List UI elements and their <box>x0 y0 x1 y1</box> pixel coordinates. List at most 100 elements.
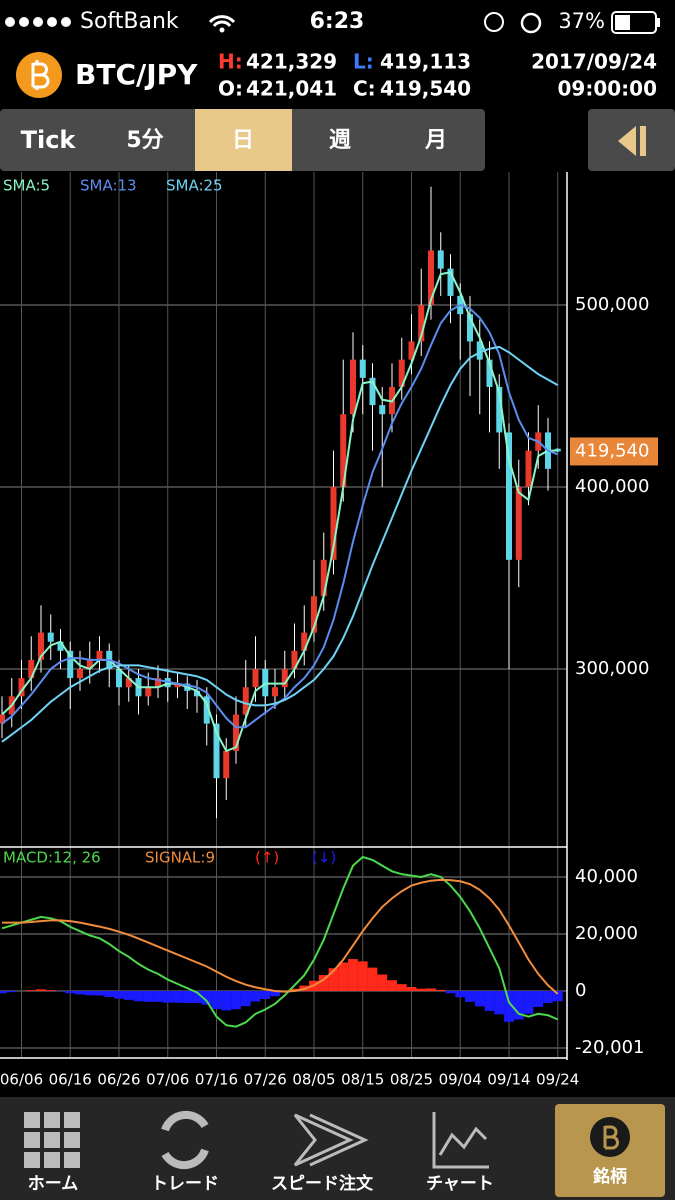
histogram-bar <box>357 961 368 991</box>
indicator-line <box>1 271 558 753</box>
signal-dot <box>33 17 43 27</box>
candle-body <box>486 359 493 387</box>
y-tick-label: -20,001 <box>575 1037 644 1058</box>
histogram-bar <box>172 990 183 1003</box>
candle-body <box>408 341 415 360</box>
histogram-bar <box>75 990 85 995</box>
high-label: H: <box>218 50 243 74</box>
home-icon-cell <box>44 1132 60 1148</box>
candle-body <box>86 659 93 670</box>
histogram-bar <box>65 990 76 994</box>
legend-entry: (↑) <box>255 849 279 867</box>
histogram-bar <box>474 990 485 1007</box>
close-value: 419,540 <box>380 77 471 101</box>
legend-entry: MACD:12, 26 <box>3 849 101 867</box>
candle-body <box>242 687 249 715</box>
tab[interactable]: 週 <box>329 128 351 153</box>
candle-body <box>320 559 327 597</box>
candle-body <box>330 487 337 560</box>
y-tick-label: 0 <box>575 980 586 1001</box>
coin-nav-symbol <box>603 1125 619 1150</box>
candle-body <box>369 377 376 406</box>
candle-body <box>350 359 356 415</box>
candle-body <box>174 683 181 688</box>
nav-item[interactable]: ホーム <box>28 1174 79 1194</box>
candle-body <box>96 650 103 660</box>
battery-icon <box>611 11 657 34</box>
histogram-bar <box>367 967 378 991</box>
wifi-icon <box>219 27 225 33</box>
candle-body <box>340 414 347 488</box>
candle-body <box>515 487 522 560</box>
legend-entry: SIGNAL:9 <box>145 849 215 867</box>
legend-entry: (↓) <box>312 849 336 867</box>
home-icon-cell <box>24 1132 40 1148</box>
candle-body <box>301 632 308 651</box>
candle-body <box>359 359 366 378</box>
histogram-bar <box>494 990 505 1015</box>
candle-body <box>223 750 230 779</box>
x-tick-label: 08/05 <box>292 1071 335 1089</box>
candle-body <box>38 632 44 660</box>
time: 09:00:00 <box>558 77 658 101</box>
home-icon-cell <box>44 1152 60 1168</box>
candle-body <box>311 596 317 633</box>
histogram-bar <box>123 990 134 1000</box>
nav-item[interactable]: チャート <box>426 1174 494 1194</box>
histogram-bar <box>523 990 534 1014</box>
nav-item[interactable]: トレード <box>151 1174 219 1194</box>
carrier: SoftBank <box>80 9 179 34</box>
candle-body <box>272 687 278 697</box>
close-label: C: <box>353 77 376 101</box>
tab[interactable]: 5分 <box>126 128 163 153</box>
active-tab-bg <box>195 109 292 171</box>
y-tick-label: 40,000 <box>575 866 638 887</box>
histogram-bar <box>270 990 280 997</box>
x-tick-label: 06/16 <box>49 1071 92 1089</box>
tab[interactable]: Tick <box>21 126 77 154</box>
candle-body <box>155 678 161 688</box>
candle-body <box>525 450 532 488</box>
histogram-bar <box>231 990 241 1010</box>
x-tick-label: 09/14 <box>487 1071 530 1089</box>
nav-item[interactable]: 銘柄 <box>593 1166 627 1187</box>
histogram-bar <box>455 990 466 998</box>
candle-body <box>437 250 444 269</box>
candle-body <box>476 341 483 360</box>
bottom-nav: ホーム トレード スピード注文 チャート 銘柄 <box>0 1097 675 1200</box>
x-tick-label: 09/04 <box>439 1071 482 1089</box>
x-tick-label: 06/06 <box>0 1071 43 1089</box>
last-price-tag <box>570 437 658 466</box>
tab[interactable]: 月 <box>424 128 447 153</box>
candle-body <box>213 723 220 779</box>
battery-tip <box>657 18 660 27</box>
nav-item[interactable]: スピード注文 <box>271 1173 374 1194</box>
histogram-bar <box>94 990 105 996</box>
candle-body <box>28 659 35 679</box>
home-icon-cell <box>24 1152 40 1168</box>
histogram-bar <box>240 990 251 1007</box>
candle-body <box>57 641 64 651</box>
battery-level <box>615 15 630 30</box>
histogram-bar <box>552 990 563 1002</box>
symbol: BTC/JPY <box>75 58 198 91</box>
histogram-bar <box>445 990 456 994</box>
signal-dot <box>61 17 71 27</box>
candle-body <box>291 650 298 670</box>
signal-dot <box>19 17 29 27</box>
histogram-bar <box>396 984 407 991</box>
home-icon-cell <box>64 1132 80 1148</box>
histogram-bar <box>26 990 37 991</box>
x-tick-label: 07/26 <box>244 1071 287 1089</box>
coin-symbol <box>31 60 50 90</box>
histogram-bar <box>348 959 358 991</box>
histogram-bar <box>338 962 349 991</box>
candle-body <box>233 714 239 751</box>
signal-dot <box>5 17 15 27</box>
tab[interactable]: 日 <box>232 128 254 153</box>
tab-bar: Tick 5分 日 週 月 <box>0 109 675 171</box>
chart-area: 06/06 06/16 06/26 07/06 07/16 07/26 08/05 08/15… <box>0 172 658 1089</box>
candle-body <box>125 678 132 688</box>
home-icon-cell <box>64 1112 80 1128</box>
histogram-bar <box>435 989 446 991</box>
